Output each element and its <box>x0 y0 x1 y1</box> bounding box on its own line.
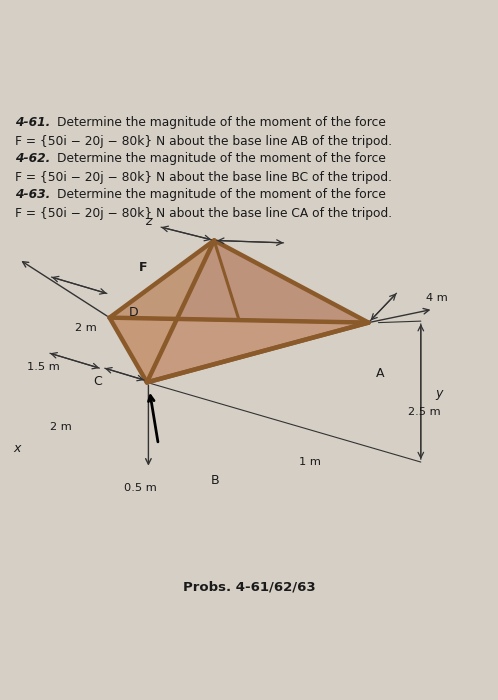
Text: z: z <box>145 215 152 228</box>
Text: Determine the magnitude of the moment of the force: Determine the magnitude of the moment of… <box>57 188 386 201</box>
Text: y: y <box>436 387 443 400</box>
Polygon shape <box>110 240 369 323</box>
Text: x: x <box>14 442 21 455</box>
Text: 2 m: 2 m <box>50 422 72 432</box>
Polygon shape <box>110 240 214 382</box>
Text: F = {50i − 20j − 80k} N about the base line AB of the tripod.: F = {50i − 20j − 80k} N about the base l… <box>15 135 392 148</box>
Text: D: D <box>129 306 138 319</box>
Polygon shape <box>147 240 369 382</box>
Text: 1.5 m: 1.5 m <box>27 363 60 372</box>
Text: 2.5 m: 2.5 m <box>408 407 441 417</box>
Polygon shape <box>110 318 369 382</box>
Text: 2 m: 2 m <box>75 323 97 332</box>
Text: F: F <box>138 261 147 274</box>
Text: 4-61.: 4-61. <box>15 116 50 129</box>
Text: 4 m: 4 m <box>426 293 448 302</box>
Text: 4-62.: 4-62. <box>15 152 50 164</box>
Text: C: C <box>93 375 102 388</box>
Text: Probs. 4-61/62/63: Probs. 4-61/62/63 <box>183 580 315 593</box>
Text: B: B <box>211 473 220 486</box>
Text: F = {50i − 20j − 80k} N about the base line BC of the tripod.: F = {50i − 20j − 80k} N about the base l… <box>15 171 392 183</box>
Text: 1 m: 1 m <box>299 457 321 467</box>
Text: A: A <box>376 368 384 380</box>
Text: 4-63.: 4-63. <box>15 188 50 201</box>
Text: Determine the magnitude of the moment of the force: Determine the magnitude of the moment of… <box>57 116 386 129</box>
Text: F = {50i − 20j − 80k} N about the base line CA of the tripod.: F = {50i − 20j − 80k} N about the base l… <box>15 207 392 220</box>
Text: 0.5 m: 0.5 m <box>124 484 157 494</box>
Text: Determine the magnitude of the moment of the force: Determine the magnitude of the moment of… <box>57 152 386 164</box>
